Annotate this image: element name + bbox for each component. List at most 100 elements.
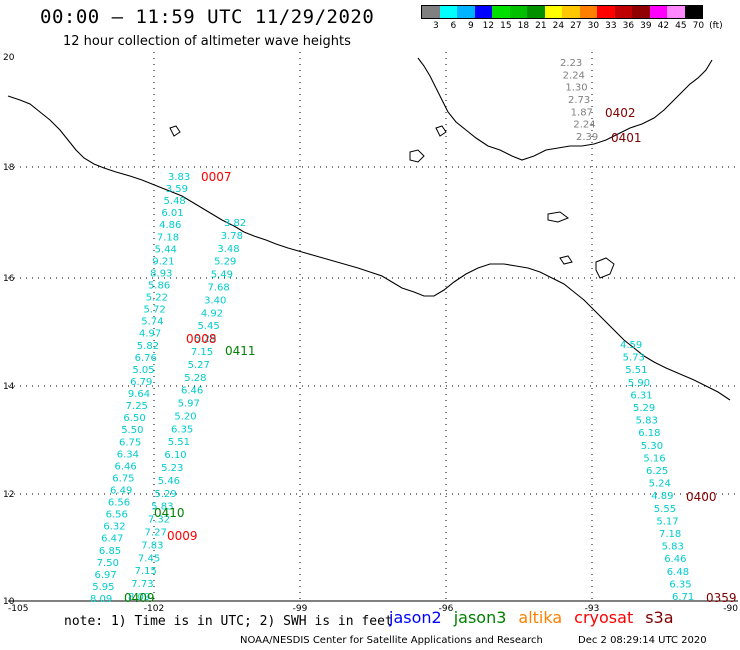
lon-tick-label: -105 [8, 604, 28, 614]
legend-label: 9 [468, 21, 474, 31]
swh-value: 5.51 [625, 365, 647, 376]
swh-value: 7.73 [131, 579, 153, 590]
swh-value: 4.86 [159, 220, 181, 231]
legend-swatch [544, 6, 562, 18]
swh-value: 5.86 [148, 281, 170, 292]
swh-value: 5.29 [214, 257, 236, 268]
island-4 [169, 125, 181, 137]
lon-tick-label: -102 [144, 604, 164, 614]
satellite-name: jason3 [453, 608, 507, 627]
page-title: 00:00 – 11:59 UTC 11/29/2020 [40, 6, 375, 28]
legend-swatch [597, 6, 615, 18]
lat-tick-label: 20 [3, 53, 15, 63]
swh-value: 5.16 [643, 453, 665, 464]
swh-value: 5.44 [155, 244, 177, 255]
axis-tick-labels: -105 -102 -99 -96 -93 -90 20 18 16 14 12 10 [3, 53, 738, 614]
swh-value: 5.73 [623, 353, 645, 364]
lon-tick-label: -90 [723, 604, 738, 614]
color-legend: 3 6 9 12 15 18 21 24 27 30 33 36 39 42 45 70 (ft) [421, 5, 723, 33]
legend-swatch [492, 6, 510, 18]
swh-value: 5.51 [168, 437, 190, 448]
swh-value: 6.50 [123, 413, 145, 424]
legend-label: 36 [622, 21, 635, 31]
swh-value: 7.68 [207, 282, 229, 293]
pass-label: 0409 [124, 591, 155, 605]
legend-swatch [632, 6, 650, 18]
legend-swatch [457, 6, 475, 18]
swh-value: 3.59 [166, 184, 188, 195]
legend-swatch [422, 6, 440, 18]
swh-value: 6.32 [103, 522, 125, 533]
legend-swatch [684, 6, 702, 18]
island-6 [435, 125, 447, 137]
legend-swatch [527, 6, 545, 18]
legend-swatches [421, 5, 703, 19]
swh-value: 5.95 [92, 582, 114, 593]
lat-tick-label: 16 [3, 274, 15, 284]
swh-value: 8.09 [90, 594, 112, 605]
mexico-coastline [7, 95, 731, 401]
legend-swatch [579, 6, 597, 18]
legend-label: 21 [535, 21, 547, 31]
pass-label: 0007 [201, 170, 232, 184]
legend-label: 39 [640, 21, 652, 31]
swh-value: 2.73 [568, 95, 590, 106]
satellite-name: jason2 [389, 608, 442, 627]
pass-label: 0009 [167, 529, 198, 543]
legend-label: 33 [605, 21, 617, 31]
swh-value: 4.59 [620, 340, 642, 351]
legend-label: 70 [692, 21, 705, 31]
swh-value: 7.25 [126, 401, 148, 412]
swh-value: 5.24 [649, 479, 671, 490]
legend-swatch [667, 6, 685, 18]
swh-value: 6.48 [667, 567, 689, 578]
swh-value: 9.21 [152, 256, 174, 267]
swh-value: 6.35 [171, 424, 193, 435]
lat-tick-label: 18 [3, 163, 15, 173]
swh-value: 5.28 [184, 373, 206, 384]
swh-value: 6.71 [672, 592, 694, 603]
legend-swatch [474, 6, 492, 18]
swh-value: 5.82 [137, 341, 159, 352]
swh-value: 5.05 [132, 365, 154, 376]
swh-value: 5.48 [164, 196, 186, 207]
pass-label: 0008 [186, 332, 217, 346]
swh-value: 2.24 [573, 120, 595, 131]
swh-value: 7.27 [145, 528, 167, 539]
legend-label: 6 [450, 21, 457, 31]
swh-value: 6.18 [638, 428, 660, 439]
swh-value: 6.47 [101, 534, 123, 545]
yucatan-coastline [417, 57, 713, 161]
swh-value: 5.49 [211, 270, 233, 281]
swh-value: 7.83 [141, 540, 163, 551]
lat-tick-label: 10 [3, 597, 15, 607]
legend-swatch [614, 6, 632, 18]
swh-value: 3.83 [168, 172, 190, 183]
swh-value: 9.64 [128, 389, 150, 400]
legend-label: 12 [482, 21, 495, 31]
swh-value: 6.46 [115, 461, 137, 472]
swh-value: 5.46 [158, 476, 180, 487]
lon-tick-label: -96 [439, 604, 454, 614]
pass-label: 0410 [154, 506, 185, 520]
swh-value: 6.97 [94, 570, 116, 581]
swh-value: 1.30 [565, 83, 587, 94]
legend-label: 24 [552, 21, 565, 31]
swh-value: 5.83 [662, 542, 684, 553]
swh-value: 6.75 [112, 473, 134, 484]
swh-value: 7.18 [659, 529, 681, 540]
swh-value: 3.78 [221, 231, 243, 242]
legend-swatch [649, 6, 667, 18]
swh-value: 7.50 [97, 558, 119, 569]
swh-value: 4.92 [201, 308, 223, 319]
page-subtitle: 12 hour collection of altimeter wave hei… [63, 34, 351, 49]
swh-value: 8.09 [128, 592, 150, 603]
satellite-name: altika [518, 608, 563, 627]
swh-value: 6.01 [161, 208, 183, 219]
swh-value: 1.87 [571, 107, 593, 118]
legend-label: 42 [657, 21, 670, 31]
lon-tick-label: -99 [293, 604, 308, 614]
legend-labels: 3 6 9 12 15 18 21 24 27 30 33 36 39 42 45 70 (ft) [421, 19, 723, 33]
swh-value: 6.75 [119, 437, 141, 448]
